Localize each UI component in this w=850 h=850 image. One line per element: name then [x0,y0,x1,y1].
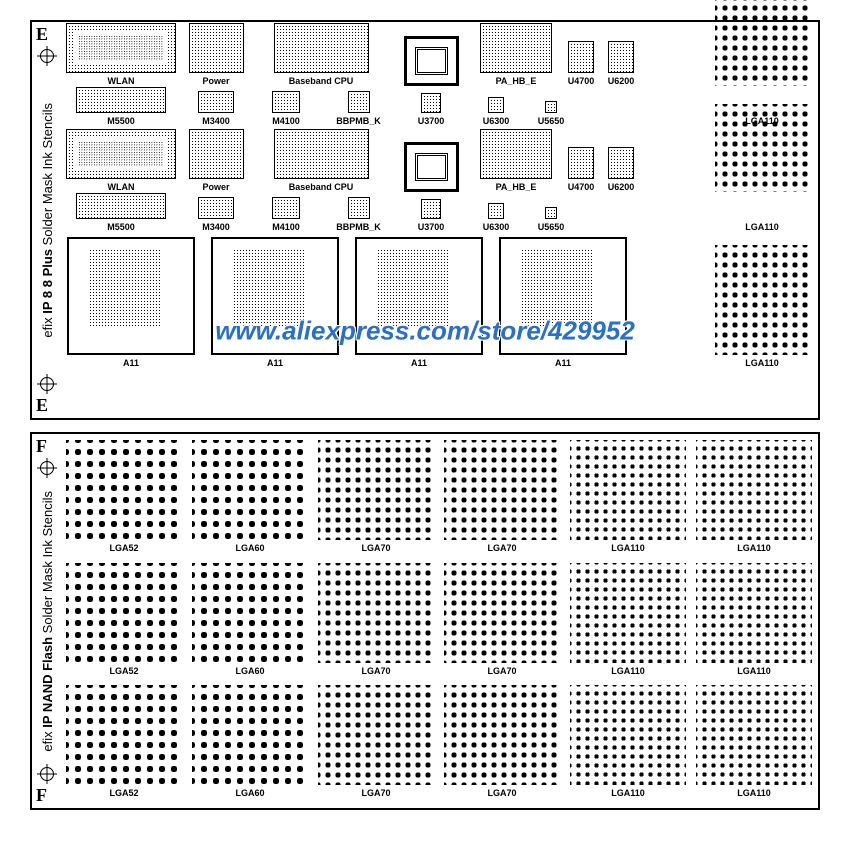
label: A11 [123,358,139,368]
stencil-cell: LGA60 [192,440,308,557]
stencil-cell: LGA70 [444,440,560,557]
label: U6300 [483,222,510,232]
stencil-cell: LGA52 [66,685,182,802]
dot-stencil [66,440,182,540]
sidebar-title-e: efix IP 8 8 Plus Solder Mask Ink Stencil… [40,103,55,338]
label: LGA52 [109,543,138,553]
label: U3700 [418,116,445,126]
label: M4100 [272,116,300,126]
label: M3400 [202,116,230,126]
dot-stencil [696,563,812,663]
label: LGA52 [109,788,138,798]
dot-stencil [192,440,308,540]
content-f: LGA52 LGA60 LGA70 LGA70 LGA110 LGA110 LGA52 LGA… [66,440,812,802]
label: Power [202,76,229,86]
stencil-cell: LGA60 [192,685,308,802]
stencil-cell: LGA70 [318,440,434,557]
label: M5500 [107,116,135,126]
label: U6300 [483,116,510,126]
label: U6200 [608,76,635,86]
label: U5650 [538,222,565,232]
label: PA_HB_E [496,76,537,86]
stencil-cell: LGA110 [570,563,686,680]
label: BBPMB_K [336,116,381,126]
dot-stencil [192,563,308,663]
label: M4100 [272,222,300,232]
label: LGA60 [235,666,264,676]
stencil-cell: LGA70 [444,685,560,802]
label: WLAN [108,182,135,192]
label: A11 [267,358,283,368]
stencil-cell: LGA110 [696,563,812,680]
label: LGA110 [745,222,779,232]
label: LGA70 [487,666,516,676]
dot-stencil [318,440,434,540]
label: LGA70 [361,666,390,676]
label: Baseband CPU [289,76,354,86]
stencil-sheet-f: F F efix IP NAND Flash Solder Mask Ink S… [30,432,820,810]
dot-stencil [192,685,308,785]
dot-stencil [318,685,434,785]
sidebar-e: efix IP 8 8 Plus Solder Mask Ink Stencil… [32,22,62,418]
stencil-cell: LGA60 [192,563,308,680]
label: U4700 [568,182,595,192]
label: U3700 [418,222,445,232]
dot-stencil [444,563,560,663]
dot-stencil [570,440,686,540]
dot-stencil [696,440,812,540]
label: LGA110 [737,543,771,553]
stencil-cell: LGA110 [696,440,812,557]
label: U6200 [608,182,635,192]
label: LGA110 [737,666,771,676]
stencil-cell: LGA52 [66,563,182,680]
label: PA_HB_E [496,182,537,192]
label: A11 [411,358,427,368]
dot-stencil [570,563,686,663]
label: LGA70 [361,788,390,798]
label: U5650 [538,116,565,126]
dot-stencil [66,563,182,663]
label: Baseband CPU [289,182,354,192]
stencil-cell: LGA52 [66,440,182,557]
stencil-cell: LGA110 [696,685,812,802]
label: LGA60 [235,543,264,553]
sidebar-f: efix IP NAND Flash Solder Mask Ink Stenc… [32,434,62,808]
label: LGA110 [611,543,645,553]
dot-stencil [570,685,686,785]
dot-stencil [318,563,434,663]
watermark-text: www.aliexpress.com/store/429952 [215,315,635,346]
label: LGA110 [737,788,771,798]
label: A11 [555,358,571,368]
dot-stencil [444,440,560,540]
dot-stencil [696,685,812,785]
label: LGA110 [745,358,779,368]
label: LGA60 [235,788,264,798]
alignment-cross-icon [37,458,57,478]
label: M5500 [107,222,135,232]
alignment-cross-icon [37,374,57,394]
stencil-cell: LGA70 [318,563,434,680]
label: LGA70 [487,543,516,553]
stencil-cell: LGA110 [570,685,686,802]
label: LGA70 [361,543,390,553]
label: LGA110 [611,666,645,676]
sidebar-title-f: efix IP NAND Flash Solder Mask Ink Stenc… [40,491,55,752]
dot-stencil [444,685,560,785]
stencil-cell: LGA110 [570,440,686,557]
label: WLAN [108,76,135,86]
label: M3400 [202,222,230,232]
stencil-cell: LGA70 [444,563,560,680]
label: LGA52 [109,666,138,676]
label: LGA110 [611,788,645,798]
content-e: WLAN Power Baseband CPU PA_HB_E U4700 U6… [66,28,812,412]
dot-stencil [66,685,182,785]
alignment-cross-icon [37,46,57,66]
alignment-cross-icon [37,764,57,784]
stencil-sheet-e: E E efix IP 8 8 Plus Solder Mask Ink Ste… [30,20,820,420]
label: BBPMB_K [336,222,381,232]
label: LGA70 [487,788,516,798]
label: U4700 [568,76,595,86]
stencil-cell: LGA70 [318,685,434,802]
label: Power [202,182,229,192]
